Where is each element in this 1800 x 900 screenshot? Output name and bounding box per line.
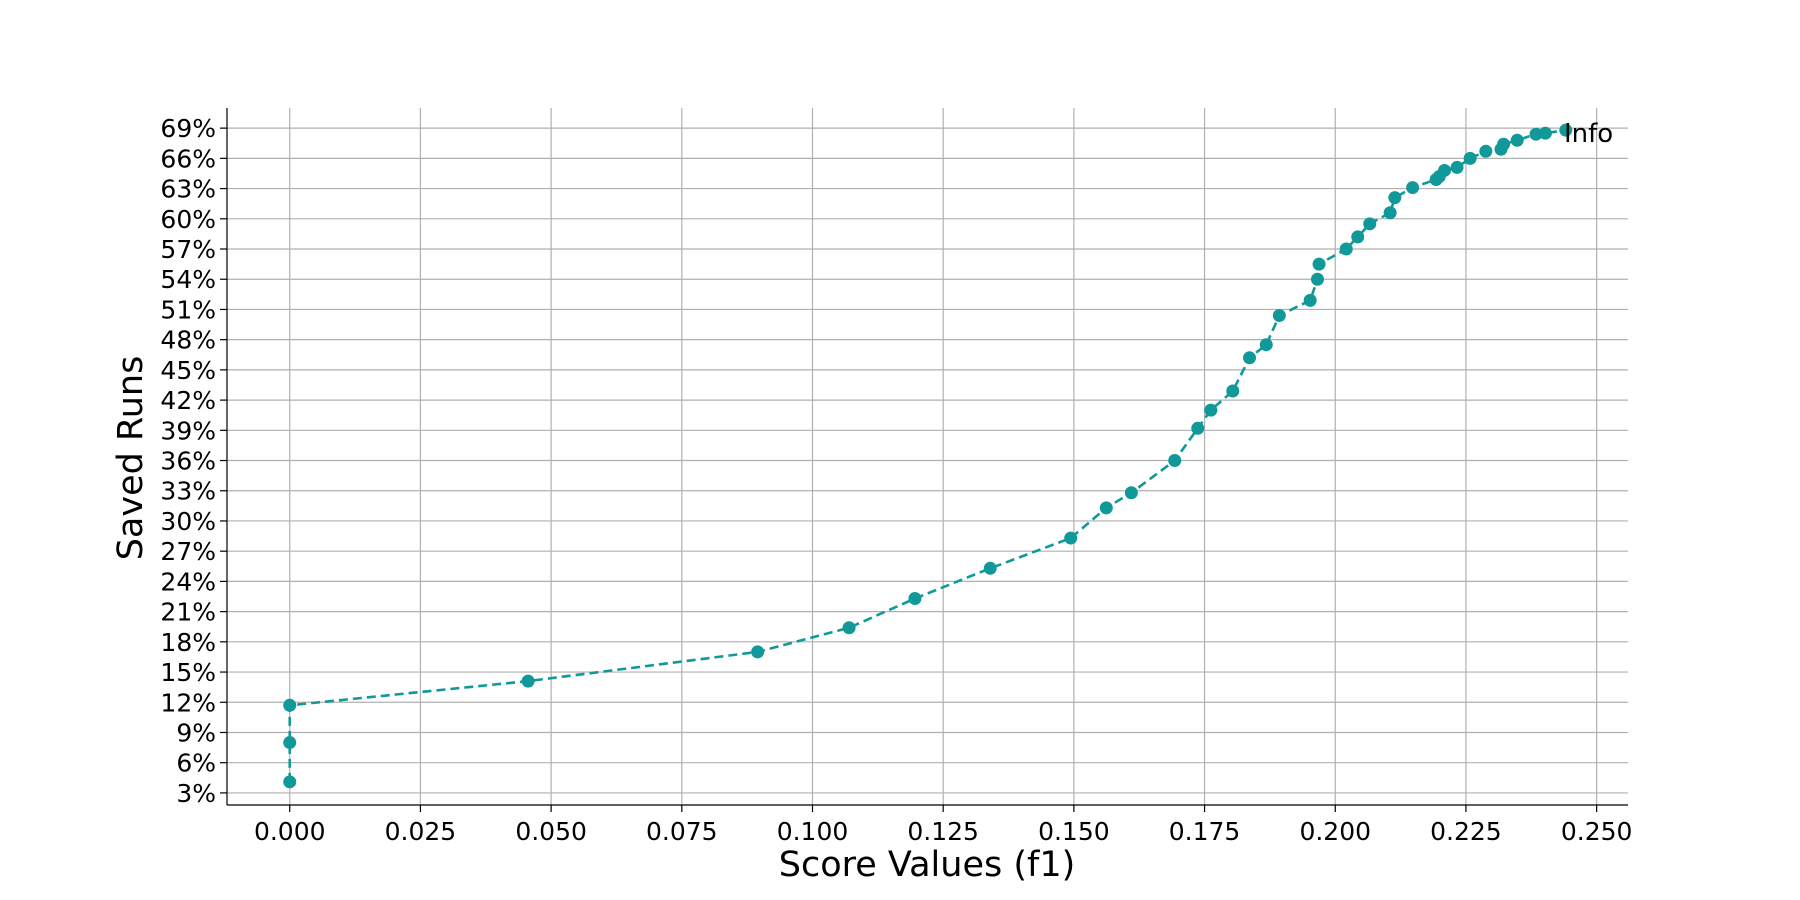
grid-lines bbox=[227, 108, 1628, 805]
data-point bbox=[1479, 144, 1493, 158]
data-point bbox=[1559, 123, 1573, 137]
x-tick-label: 0.250 bbox=[1561, 817, 1633, 846]
y-tick-label: 33% bbox=[160, 477, 216, 506]
data-point bbox=[1497, 137, 1511, 151]
x-axis-title: Score Values (f1) bbox=[779, 845, 1076, 885]
x-tick-label: 0.100 bbox=[777, 817, 849, 846]
x-tick-label: 0.025 bbox=[385, 817, 457, 846]
data-point bbox=[1259, 338, 1273, 352]
y-tick-label: 15% bbox=[160, 658, 216, 687]
data-point bbox=[1339, 242, 1353, 256]
x-tick-label: 0.175 bbox=[1169, 817, 1241, 846]
y-tick-label: 60% bbox=[160, 205, 216, 234]
data-point bbox=[1312, 257, 1326, 271]
data-point bbox=[1510, 133, 1524, 147]
data-point bbox=[283, 775, 297, 789]
data-point bbox=[1529, 127, 1543, 141]
data-point bbox=[283, 736, 297, 750]
x-tick-label: 0.200 bbox=[1299, 817, 1371, 846]
data-point bbox=[1388, 191, 1402, 205]
data-point bbox=[1406, 181, 1420, 195]
data-point bbox=[521, 674, 535, 688]
annotation-info: Info bbox=[1564, 119, 1613, 149]
data-point bbox=[283, 698, 297, 712]
x-tick-label: 0.125 bbox=[907, 817, 979, 846]
data-point bbox=[1450, 160, 1464, 174]
data-point bbox=[842, 621, 856, 635]
data-point bbox=[1463, 151, 1477, 165]
y-tick-label: 66% bbox=[160, 144, 216, 173]
y-axis-title: Saved Runs bbox=[111, 356, 151, 561]
data-point bbox=[1204, 403, 1218, 417]
data-point bbox=[1124, 486, 1138, 500]
data-point bbox=[1191, 421, 1205, 435]
data-point bbox=[1383, 206, 1397, 220]
y-tick-label: 57% bbox=[160, 235, 216, 264]
y-axis-ticks: 3%6%9%12%15%18%21%24%27%30%33%36%39%42%4… bbox=[160, 114, 227, 808]
y-tick-label: 51% bbox=[160, 295, 216, 324]
data-point bbox=[1303, 293, 1317, 307]
data-point bbox=[1226, 384, 1240, 398]
y-tick-label: 48% bbox=[160, 326, 216, 355]
data-point bbox=[1351, 230, 1365, 244]
y-tick-label: 12% bbox=[160, 688, 216, 717]
y-tick-label: 9% bbox=[176, 718, 216, 747]
y-tick-label: 39% bbox=[160, 416, 216, 445]
y-tick-label: 3% bbox=[176, 779, 216, 808]
y-tick-label: 27% bbox=[160, 537, 216, 566]
x-tick-label: 0.000 bbox=[254, 817, 326, 846]
y-tick-label: 54% bbox=[160, 265, 216, 294]
data-point bbox=[1099, 501, 1113, 515]
data-point bbox=[1538, 126, 1552, 140]
x-tick-label: 0.075 bbox=[646, 817, 718, 846]
data-point bbox=[1064, 531, 1078, 545]
data-point bbox=[1168, 454, 1182, 468]
y-tick-label: 69% bbox=[160, 114, 216, 143]
data-point bbox=[1310, 272, 1324, 286]
x-tick-label: 0.150 bbox=[1038, 817, 1110, 846]
data-point bbox=[1438, 163, 1452, 177]
data-point bbox=[1363, 217, 1377, 231]
y-tick-label: 30% bbox=[160, 507, 216, 536]
x-axis-ticks: 0.000 0.025 0.050 0.075 0.100 0.125 0.150 0.175… bbox=[254, 805, 1632, 846]
y-tick-label: 45% bbox=[160, 356, 216, 385]
x-tick-label: 0.050 bbox=[515, 817, 587, 846]
data-point bbox=[983, 561, 997, 575]
y-tick-label: 63% bbox=[160, 175, 216, 204]
y-tick-label: 21% bbox=[160, 598, 216, 627]
x-tick-label: 0.225 bbox=[1430, 817, 1502, 846]
data-point bbox=[1243, 351, 1257, 365]
y-tick-label: 42% bbox=[160, 386, 216, 415]
data-point bbox=[751, 645, 765, 659]
y-tick-label: 6% bbox=[176, 749, 216, 778]
y-tick-label: 36% bbox=[160, 447, 216, 476]
series-layer bbox=[283, 123, 1573, 789]
y-tick-label: 24% bbox=[160, 567, 216, 596]
data-point bbox=[908, 592, 922, 606]
axes bbox=[226, 108, 1628, 806]
y-tick-label: 18% bbox=[160, 628, 216, 657]
data-point bbox=[1272, 308, 1286, 322]
